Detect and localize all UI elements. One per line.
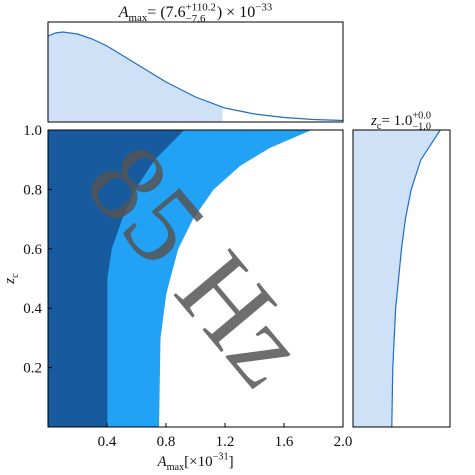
shaded-area bbox=[48, 32, 223, 122]
contour-line bbox=[106, 129, 184, 427]
panel-frame bbox=[47, 21, 344, 123]
y-tick-label: 0.8 bbox=[23, 182, 42, 198]
x-tick-label: 2.0 bbox=[334, 434, 353, 450]
contour-line bbox=[158, 129, 311, 428]
label-part: max bbox=[129, 12, 148, 24]
x-tick-label: 0.8 bbox=[157, 434, 176, 450]
label-part: [×10 bbox=[184, 454, 212, 470]
label-part: −7.6 bbox=[186, 13, 206, 25]
label-part: −31 bbox=[213, 452, 229, 463]
label-part: −1.0 bbox=[412, 122, 430, 133]
x-tick-label: 0.4 bbox=[98, 434, 117, 450]
panel-frame bbox=[47, 129, 344, 428]
x-tick-label: 1.2 bbox=[216, 434, 235, 450]
label-part: max bbox=[167, 462, 185, 473]
y-tick-label: 0.4 bbox=[23, 301, 42, 317]
label-part: = (7.6 bbox=[147, 4, 185, 21]
label-part: ) × 10 bbox=[217, 4, 255, 21]
label-part: +110.2 bbox=[186, 1, 216, 13]
contour-region bbox=[48, 130, 184, 427]
label-part: A bbox=[118, 4, 129, 21]
density-line bbox=[391, 129, 441, 428]
math-label: zc bbox=[2, 273, 21, 285]
x-tick-label: 1.6 bbox=[275, 434, 294, 450]
panel-frame bbox=[352, 129, 451, 428]
label-part: z bbox=[370, 113, 377, 129]
label-part: = 1.0 bbox=[381, 113, 412, 129]
label-part: c bbox=[10, 273, 21, 278]
y-tick-label: 1.0 bbox=[23, 123, 42, 139]
label-part: z bbox=[2, 278, 18, 285]
y-tick-label: 0.2 bbox=[23, 361, 42, 377]
shaded-area bbox=[353, 130, 441, 427]
label-part: A bbox=[156, 454, 167, 470]
label-part: c bbox=[377, 121, 382, 132]
label-part: ] bbox=[229, 454, 234, 470]
y-tick-label: 0.6 bbox=[23, 242, 42, 258]
label-part: +0.0 bbox=[412, 111, 430, 122]
label-part: −33 bbox=[255, 1, 273, 13]
density-line bbox=[47, 31, 344, 122]
